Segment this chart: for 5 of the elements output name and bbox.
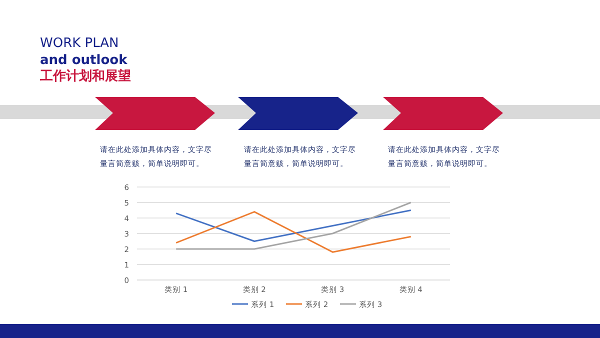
line-series <box>175 211 412 253</box>
text: WORK PLAN <box>40 36 119 51</box>
line-series <box>175 210 412 242</box>
text: and outlook <box>40 53 128 68</box>
chart-title: 工作计划和展望 <box>39 68 131 84</box>
